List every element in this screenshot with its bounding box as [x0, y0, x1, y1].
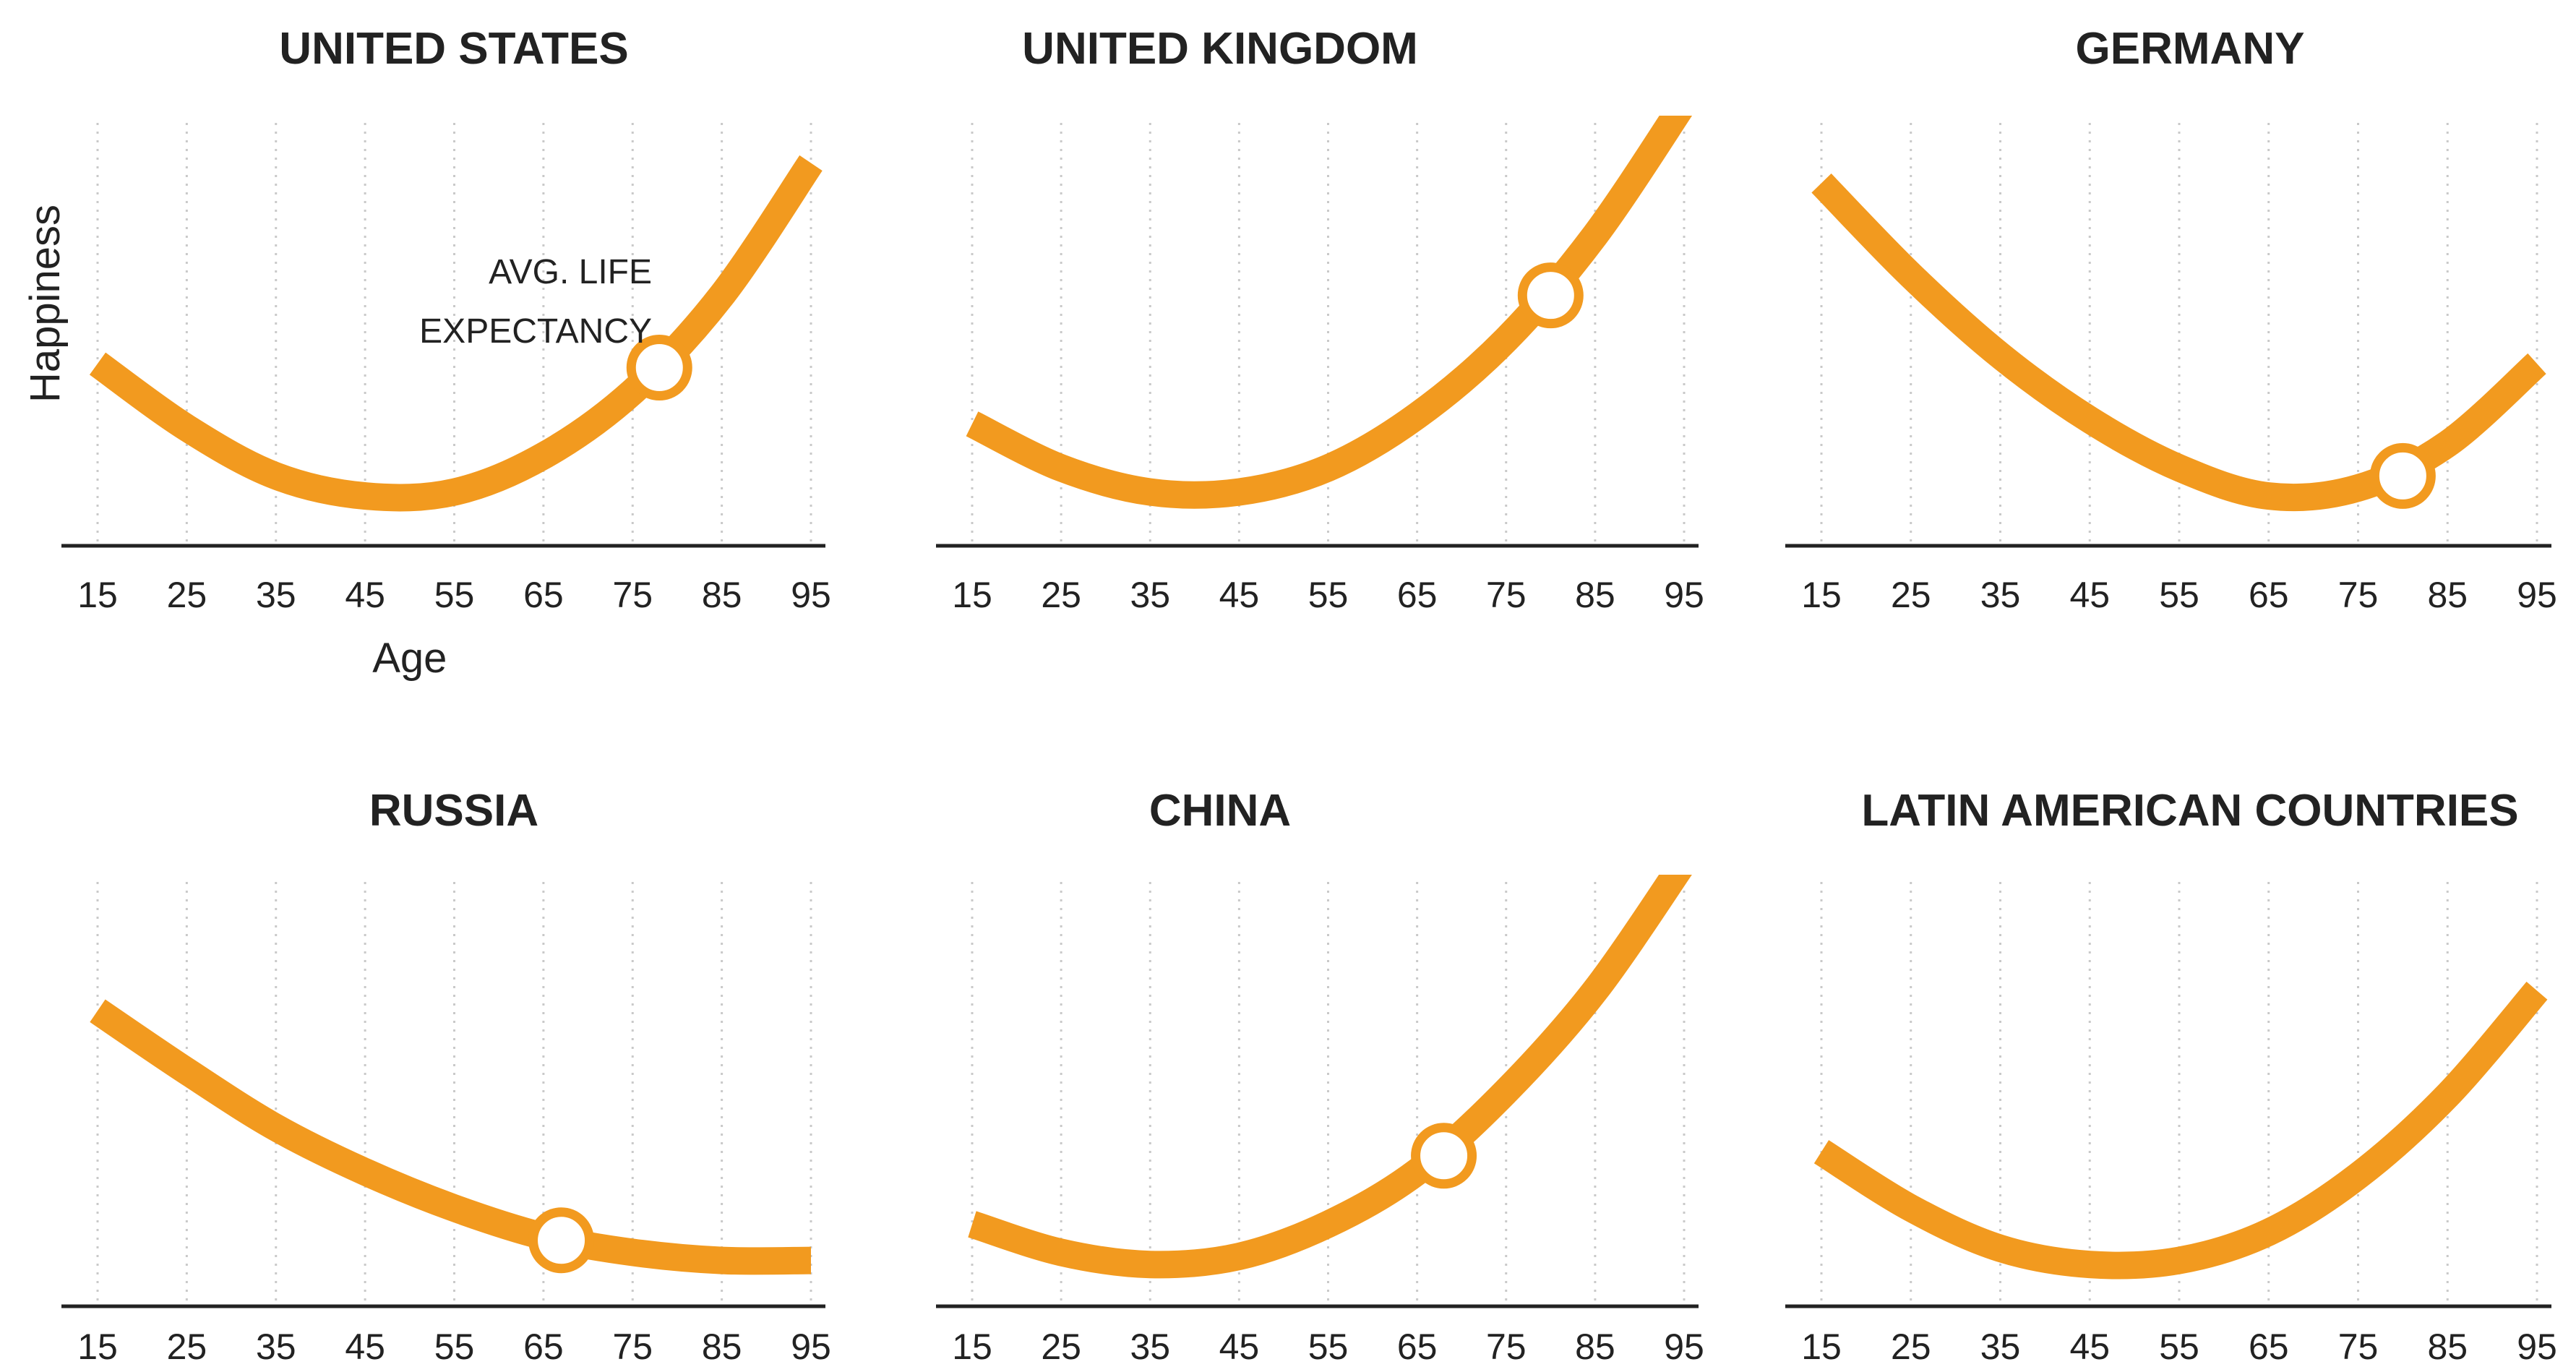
- x-tick-label: 75: [612, 575, 653, 615]
- panel-2: GERMANY 15 25 35 45 55 65 75 85 95: [1785, 24, 2557, 615]
- x-tick-label: 65: [523, 575, 564, 615]
- x-tick-label: 15: [952, 1327, 992, 1367]
- x-tick-label: 85: [702, 575, 742, 615]
- y-axis-title: Happiness: [22, 205, 69, 403]
- x-tick-label: 65: [1397, 575, 1438, 615]
- panel-title: UNITED KINGDOM: [1022, 24, 1418, 74]
- x-tick-label: 55: [2159, 1327, 2199, 1367]
- happiness-curve: [90, 999, 812, 1275]
- annotation-line: EXPECTANCY: [419, 312, 652, 351]
- x-tick-label: 55: [1308, 1327, 1349, 1367]
- x-tick-label: 45: [2069, 575, 2110, 615]
- x-tick-label: 95: [2517, 575, 2557, 615]
- panel-0: UNITED STATES 15 25 35 45 55 65 75 85 95 Age Happin…: [22, 24, 831, 682]
- x-tick-label: 85: [1575, 1327, 1615, 1367]
- life-expectancy-marker: [1517, 262, 1584, 329]
- x-tick-label: 25: [167, 1327, 207, 1367]
- x-tick-label: 45: [1219, 575, 1260, 615]
- x-tick-label: 45: [345, 575, 385, 615]
- x-tick-label: 45: [345, 1327, 385, 1367]
- x-tick-label: 35: [1980, 1327, 2021, 1367]
- x-tick-label: 55: [2159, 575, 2199, 615]
- x-tick-label: 35: [256, 1327, 296, 1367]
- happiness-curve: [966, 116, 1693, 509]
- panel-title: GERMANY: [2076, 24, 2305, 74]
- panel-1: UNITED KINGDOM 15 25 35 45 55 65 75 85 95: [936, 24, 1704, 615]
- x-tick-label: 35: [256, 575, 296, 615]
- x-tick-label: 95: [1664, 1327, 1704, 1367]
- annotation-line: AVG. LIFE: [489, 253, 652, 291]
- happiness-curve: [89, 155, 823, 512]
- life-expectancy-marker: [528, 1207, 595, 1274]
- panel-4: CHINA 15 25 35 45 55 65 75 85 95: [936, 786, 1704, 1367]
- x-tick-label: 25: [1891, 1327, 1931, 1367]
- x-tick-label: 15: [1801, 575, 1842, 615]
- x-tick-label: 95: [791, 575, 831, 615]
- x-tick-label: 75: [2338, 1327, 2379, 1367]
- x-tick-label: 55: [1308, 575, 1349, 615]
- x-tick-label: 65: [523, 1327, 564, 1367]
- happiness-curve: [1813, 982, 2548, 1280]
- x-tick-label: 15: [1801, 1327, 1842, 1367]
- x-tick-label: 75: [612, 1327, 653, 1367]
- x-tick-label: 45: [1219, 1327, 1260, 1367]
- panel-title: CHINA: [1149, 786, 1291, 836]
- x-tick-label: 75: [2338, 575, 2379, 615]
- x-tick-label: 85: [1575, 575, 1615, 615]
- x-tick-label: 25: [1891, 575, 1931, 615]
- x-tick-label: 55: [434, 575, 475, 615]
- x-tick-label: 15: [77, 1327, 118, 1367]
- x-tick-label: 75: [1486, 575, 1527, 615]
- x-tick-label: 95: [791, 1327, 831, 1367]
- x-axis-title: Age: [372, 635, 447, 682]
- x-tick-label: 25: [1041, 575, 1081, 615]
- happiness-curve: [968, 875, 1692, 1279]
- x-tick-label: 95: [2517, 1327, 2557, 1367]
- panel-3: RUSSIA 15 25 35 45 55 65 75 85 95: [61, 786, 831, 1367]
- x-tick-label: 65: [1397, 1327, 1438, 1367]
- x-tick-label: 25: [1041, 1327, 1081, 1367]
- life-expectancy-marker: [2369, 442, 2436, 509]
- life-expectancy-marker: [626, 335, 692, 401]
- x-tick-label: 45: [2069, 1327, 2110, 1367]
- x-tick-label: 65: [2249, 575, 2289, 615]
- x-tick-label: 35: [1130, 575, 1170, 615]
- life-expectancy-marker: [1411, 1123, 1477, 1189]
- x-tick-label: 35: [1980, 575, 2021, 615]
- x-tick-label: 25: [167, 575, 207, 615]
- x-tick-label: 55: [434, 1327, 475, 1367]
- panel-title: RUSSIA: [369, 786, 538, 836]
- x-tick-label: 65: [2249, 1327, 2289, 1367]
- x-tick-label: 15: [952, 575, 992, 615]
- panel-5: LATIN AMERICAN COUNTRIES 15 25 35 45 55 65 75 85…: [1785, 786, 2557, 1367]
- panel-title: UNITED STATES: [279, 24, 628, 74]
- x-tick-label: 85: [702, 1327, 742, 1367]
- panel-title: LATIN AMERICAN COUNTRIES: [1861, 786, 2518, 836]
- x-tick-label: 95: [1664, 575, 1704, 615]
- x-tick-label: 85: [2427, 575, 2468, 615]
- x-tick-label: 15: [77, 575, 118, 615]
- x-tick-label: 85: [2427, 1327, 2468, 1367]
- x-tick-label: 75: [1486, 1327, 1527, 1367]
- x-tick-label: 35: [1130, 1327, 1170, 1367]
